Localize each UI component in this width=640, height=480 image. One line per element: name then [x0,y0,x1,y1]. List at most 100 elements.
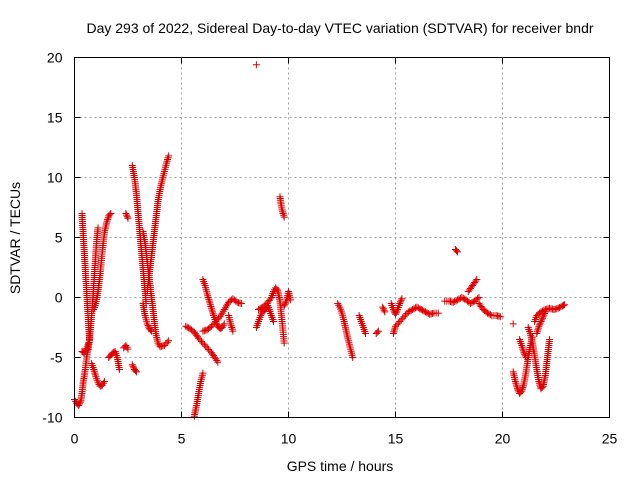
data-point [417,306,425,313]
data-point [164,154,172,162]
data-point [195,334,203,342]
data-point [91,369,99,377]
data-point [75,402,83,409]
data-point [466,300,474,307]
data-point [219,322,227,330]
data-point [84,339,92,347]
data-point [122,210,130,217]
data-point [91,371,99,379]
data-point [129,362,137,370]
data-point [205,346,213,353]
data-point [209,321,217,329]
data-point [282,299,290,307]
data-point [511,378,519,385]
data-point [518,343,526,351]
data-point [128,361,136,369]
plot-frame [74,57,610,418]
data-point [400,313,408,321]
data-point [103,219,111,227]
data-point [485,310,493,318]
data-point [279,210,287,217]
data-point [219,307,227,315]
data-point [221,304,229,312]
data-point [393,307,401,315]
data-point [533,328,541,336]
data-point [123,343,131,351]
data-point [85,336,93,343]
data-point [218,309,226,317]
data-point [468,299,476,307]
data-point [381,308,389,316]
data-point [519,384,527,391]
data-point [183,323,191,331]
data-point [164,156,172,163]
data-point [512,381,520,389]
data-point [222,302,230,310]
data-point [379,303,387,311]
data-point [281,300,289,308]
x-tick-labels: 0 5 10 15 20 25 [71,431,618,447]
data-point [334,300,342,307]
data-point [252,61,260,69]
data-point [541,310,549,317]
y-tick-label: 20 [47,50,63,66]
data-point [205,297,213,305]
data-point [536,319,544,327]
data-point [392,309,400,317]
data-point [452,297,460,305]
data-point [90,366,98,373]
data-point [409,306,417,313]
data-point [255,306,263,313]
data-point [107,210,115,217]
data-point [554,304,562,312]
data-point [82,346,90,354]
data-point [122,342,130,349]
data-point [163,157,171,165]
data-point [210,319,218,327]
chart-title: Day 293 of 2022, Sidereal Day-to-day VTE… [86,20,593,36]
data-point [209,308,217,316]
data-point [472,277,480,285]
data-point [257,312,265,319]
data-point [518,342,526,349]
data-point [517,388,525,396]
data-point [414,304,422,312]
data-point [362,330,370,337]
data-point [513,383,521,391]
data-point [539,313,547,321]
data-point [535,378,543,385]
x-tick-label: 0 [71,431,79,447]
data-point [280,213,288,221]
data-point [540,311,548,319]
data-point [561,301,569,309]
data-point [513,385,521,393]
data-point [94,224,102,232]
data-point [521,350,529,358]
y-tick-label: 10 [47,170,63,186]
data-point [475,294,483,301]
data-point [519,347,527,355]
data-point [451,298,459,305]
data-point [522,354,530,361]
data-point [390,326,398,334]
x-tick-label: 20 [495,431,511,447]
data-point [104,216,112,223]
data-point [474,295,482,303]
data-point [458,294,466,301]
y-tick-label: 15 [47,110,63,126]
data-point [518,387,526,395]
data-point [396,298,404,306]
data-point [104,214,112,222]
data-point [541,308,549,316]
y-tick-labels: -10 -5 0 5 10 15 20 [42,50,62,426]
data-point [208,306,216,314]
data-point [535,322,543,330]
data-point [207,304,215,312]
data-point [103,217,111,225]
data-point [228,325,236,333]
y-tick-label: 5 [55,230,63,246]
data-point [389,330,397,337]
data-point [533,330,541,337]
data-point [449,298,457,306]
data-point [396,300,404,307]
